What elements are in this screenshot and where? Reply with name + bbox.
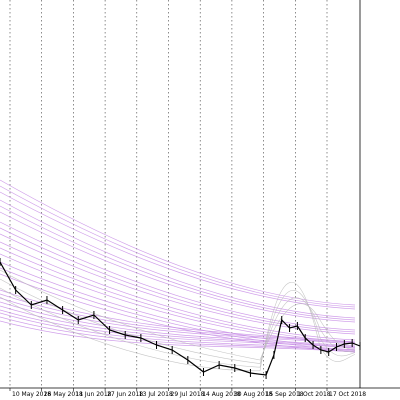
ma-band-upper-1-2	[0, 211, 356, 323]
ma-band-upper-1-0	[0, 199, 356, 319]
moving-average-bands	[0, 179, 356, 353]
grid-lines	[9, 0, 328, 388]
envelope-line-0	[0, 269, 356, 361]
x-tick-label-4: 13 Jul 2018	[139, 391, 173, 398]
x-tick-label-6: 14 Aug 2018	[202, 391, 241, 398]
envelope-line-3	[0, 282, 356, 372]
ma-band-lower-2-1	[0, 316, 356, 352]
ma-band-upper-2-1	[0, 227, 356, 333]
price-candles	[0, 258, 361, 379]
ma-band-lower-2-2	[0, 320, 356, 353]
ma-band-upper-2-0	[0, 221, 356, 331]
ma-band-upper-0-1	[0, 185, 356, 308]
ma-band-lower-0-1	[0, 293, 356, 344]
envelope-line-2	[0, 287, 356, 368]
ma-band-upper-2-2	[0, 233, 356, 335]
x-tick-label-1: 26 May 2018	[44, 391, 83, 398]
envelope-line-1	[0, 278, 356, 364]
ma-band-upper-3-2	[0, 253, 356, 345]
ma-band-lower-1-0	[0, 301, 356, 347]
x-tick-label-8: 15 Sep 2018	[266, 391, 304, 398]
ma-band-lower-1-2	[0, 309, 356, 349]
x-tick-label-0: 10 May 2018	[12, 391, 51, 398]
ma-band-upper-0-2	[0, 191, 356, 310]
x-tick-label-3: 27 Jun 2018	[107, 391, 143, 398]
ma-band-upper-3-1	[0, 247, 356, 343]
ma-band-upper-0-0	[0, 179, 356, 306]
x-tick-label-9: 1 Oct 2018	[297, 391, 330, 398]
x-tick-label-2: 11 Jun 2018	[75, 391, 111, 398]
ma-band-lower-0-0	[0, 289, 356, 343]
x-tick-label-10: 17 Oct 2018	[329, 391, 366, 398]
x-tick-label-5: 29 Jul 2018	[171, 391, 205, 398]
ma-band-upper-4-1	[0, 267, 356, 351]
envelope-bands	[0, 269, 356, 372]
ma-band-upper-3-0	[0, 241, 356, 341]
ma-band-upper-1-1	[0, 205, 356, 321]
ma-band-lower-1-1	[0, 305, 356, 348]
x-tick-label-7: 30 Aug 2018	[234, 391, 273, 398]
price-line	[0, 261, 361, 376]
